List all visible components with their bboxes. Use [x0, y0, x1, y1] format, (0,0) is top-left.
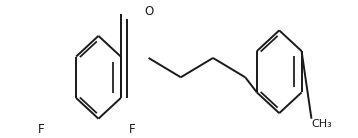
Text: F: F	[38, 123, 44, 136]
Text: F: F	[129, 123, 136, 136]
Text: O: O	[144, 5, 153, 18]
Text: CH₃: CH₃	[311, 119, 332, 129]
